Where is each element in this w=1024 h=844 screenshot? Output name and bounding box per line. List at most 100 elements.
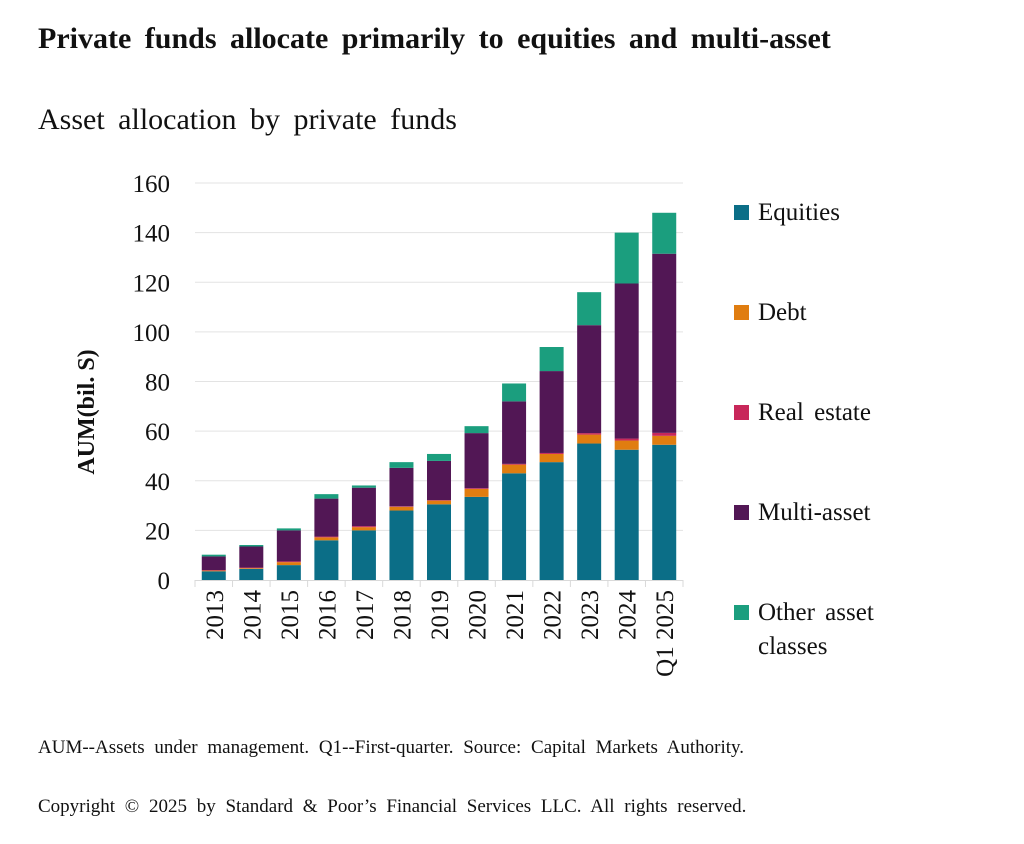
bar-segment-equities	[201, 571, 226, 580]
bar-segment-multi-asset	[201, 556, 226, 571]
y-tick-label: 80	[145, 370, 170, 397]
y-axis-ticks: 0 20 40 60 80 100 120 140 160	[133, 171, 171, 595]
bar-segment-multi-asset	[239, 546, 264, 568]
bar-segment-debt	[351, 527, 376, 531]
bar-stack	[239, 545, 264, 580]
bar-segment-multi-asset	[502, 401, 527, 464]
bar-stack	[502, 383, 527, 580]
x-axis-ticks: 2013 2014 2015 2016 2017 2018 2019 2020 2021 2022…	[202, 590, 679, 677]
bar-stack	[276, 528, 301, 580]
bar-segment-other-asset-classes	[539, 347, 564, 372]
bar-segment-other-asset-classes	[351, 485, 376, 488]
y-tick-label: 60	[145, 419, 170, 446]
bar-segment-debt	[389, 506, 414, 511]
bar-segment-real-estate	[652, 432, 677, 436]
bar-segment-multi-asset	[389, 467, 414, 507]
bar-segment-equities	[389, 510, 414, 580]
bar-segment-other-asset-classes	[464, 426, 489, 434]
legend-swatch	[734, 405, 749, 420]
bar-segment-equities	[351, 530, 376, 580]
bar-stack	[614, 232, 639, 580]
bar-segment-other-asset-classes	[614, 232, 639, 284]
y-tick-label: 100	[133, 320, 171, 347]
y-tick-label: 20	[145, 518, 170, 545]
x-tick-label: 2017	[352, 590, 379, 640]
legend-item: Real estate	[734, 396, 871, 430]
chart-title: Private funds allocate primarily to equi…	[38, 22, 831, 55]
bars	[201, 212, 677, 580]
bar-segment-equities	[464, 496, 489, 580]
bar-segment-real-estate	[314, 536, 339, 538]
bar-segment-equities	[577, 443, 602, 580]
legend-item: Other asset classes	[734, 596, 908, 664]
x-tick-label: 2018	[389, 590, 416, 640]
bar-segment-multi-asset	[427, 460, 451, 501]
x-tick-label: 2022	[540, 590, 567, 640]
bar-segment-other-asset-classes	[201, 554, 226, 557]
bar-segment-real-estate	[539, 452, 564, 454]
y-axis-label: AUM(bil. S)	[74, 349, 100, 474]
legend-item: Multi-asset	[734, 496, 871, 530]
bar-stack	[464, 426, 489, 580]
legend-swatch	[734, 505, 749, 520]
bar-segment-real-estate	[614, 438, 639, 441]
bar-segment-other-asset-classes	[276, 528, 301, 531]
bar-segment-debt	[276, 562, 301, 566]
bar-stack	[652, 212, 677, 580]
bar-segment-equities	[614, 449, 639, 580]
bar-segment-equities	[652, 444, 677, 580]
y-tick-label: 0	[158, 568, 171, 595]
bar-segment-multi-asset	[652, 253, 677, 433]
legend-label: Other asset classes	[758, 599, 874, 660]
bar-segment-other-asset-classes	[427, 453, 451, 461]
x-tick-label: 2015	[277, 590, 304, 640]
gridlines	[195, 182, 683, 531]
y-tick-label: 140	[133, 221, 171, 248]
bar-segment-debt	[652, 435, 677, 445]
bar-segment-debt	[614, 440, 639, 450]
x-tick-label: 2013	[202, 590, 229, 640]
legend-swatch	[734, 205, 749, 220]
legend-label: Equities	[758, 199, 840, 226]
bar-segment-real-estate	[502, 463, 527, 465]
x-tick-label: 2024	[615, 590, 642, 641]
bar-segment-real-estate	[276, 561, 301, 563]
bar-segment-debt	[314, 537, 339, 541]
footnote: AUM--Assets under management. Q1--First-…	[38, 737, 745, 758]
bar-segment-real-estate	[351, 526, 376, 528]
legend-label: Debt	[758, 299, 807, 326]
copyright-notice: Copyright © 2025 by Standard & Poor’s Fi…	[38, 796, 747, 817]
bar-segment-equities	[239, 568, 264, 580]
bar-segment-multi-asset	[276, 530, 301, 562]
bar-segment-multi-asset	[577, 325, 602, 434]
x-tick-label: Q1 2025	[652, 590, 679, 677]
bar-segment-other-asset-classes	[652, 212, 677, 254]
bar-stack	[351, 485, 376, 580]
bar-segment-other-asset-classes	[389, 462, 414, 468]
bar-segment-real-estate	[464, 488, 489, 489]
x-tick-label: 2020	[465, 590, 492, 640]
bar-stack	[389, 462, 414, 580]
x-tick-label: 2023	[577, 590, 604, 640]
bar-segment-other-asset-classes	[577, 292, 602, 326]
bar-segment-equities	[314, 540, 339, 580]
bar-stack	[427, 453, 451, 580]
x-axis	[194, 580, 684, 587]
chart-subtitle: Asset allocation by private funds	[38, 103, 457, 136]
legend-item: Debt	[734, 296, 807, 330]
bar-segment-multi-asset	[464, 433, 489, 489]
bar-segment-debt	[239, 568, 264, 569]
bar-segment-debt	[201, 570, 226, 572]
y-tick-label: 160	[133, 171, 171, 198]
bar-segment-other-asset-classes	[502, 383, 527, 402]
bar-segment-other-asset-classes	[239, 545, 264, 547]
x-tick-label: 2021	[502, 590, 529, 640]
y-tick-label: 120	[133, 270, 171, 297]
bar-stack	[314, 494, 339, 580]
bar-segment-real-estate	[577, 433, 602, 435]
y-tick-label: 40	[145, 469, 170, 496]
legend-swatch	[734, 305, 749, 320]
x-tick-label: 2016	[314, 590, 341, 640]
legend-swatch	[734, 605, 749, 620]
